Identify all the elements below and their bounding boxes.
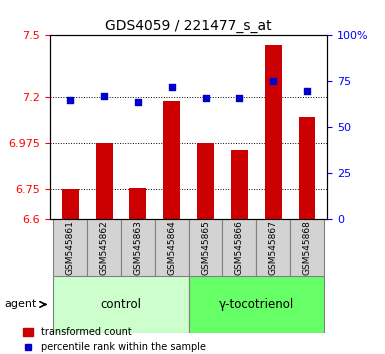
FancyBboxPatch shape	[256, 219, 290, 276]
Point	[236, 95, 243, 101]
Bar	[265, 45, 281, 219]
Text: GSM545865: GSM545865	[201, 220, 210, 275]
FancyBboxPatch shape	[223, 219, 256, 276]
FancyBboxPatch shape	[155, 219, 189, 276]
FancyBboxPatch shape	[54, 219, 87, 276]
FancyBboxPatch shape	[189, 276, 324, 333]
Bar	[62, 189, 79, 219]
FancyBboxPatch shape	[121, 219, 155, 276]
Text: GSM545863: GSM545863	[134, 220, 142, 275]
Point	[304, 88, 310, 93]
Text: GSM545868: GSM545868	[303, 220, 311, 275]
Text: GSM545862: GSM545862	[100, 221, 109, 275]
Legend: transformed count, percentile rank within the sample: transformed count, percentile rank withi…	[19, 324, 209, 354]
Point	[101, 93, 107, 99]
FancyBboxPatch shape	[290, 219, 324, 276]
Text: GSM545867: GSM545867	[269, 220, 278, 275]
Bar	[197, 143, 214, 219]
Text: control: control	[100, 298, 142, 311]
Text: γ-tocotrienol: γ-tocotrienol	[219, 298, 294, 311]
Point	[169, 84, 175, 90]
Bar	[231, 150, 248, 219]
FancyBboxPatch shape	[87, 219, 121, 276]
Point	[270, 79, 276, 84]
Bar	[96, 143, 112, 219]
Point	[203, 95, 209, 101]
Bar	[298, 117, 315, 219]
Text: GSM545864: GSM545864	[167, 221, 176, 275]
Point	[135, 99, 141, 104]
Text: agent: agent	[4, 299, 37, 309]
Title: GDS4059 / 221477_s_at: GDS4059 / 221477_s_at	[105, 19, 272, 33]
Text: GSM545866: GSM545866	[235, 220, 244, 275]
FancyBboxPatch shape	[189, 219, 223, 276]
Point	[67, 97, 74, 103]
Bar	[129, 188, 146, 219]
FancyBboxPatch shape	[54, 276, 189, 333]
Text: GSM545861: GSM545861	[66, 220, 75, 275]
Bar	[163, 101, 180, 219]
